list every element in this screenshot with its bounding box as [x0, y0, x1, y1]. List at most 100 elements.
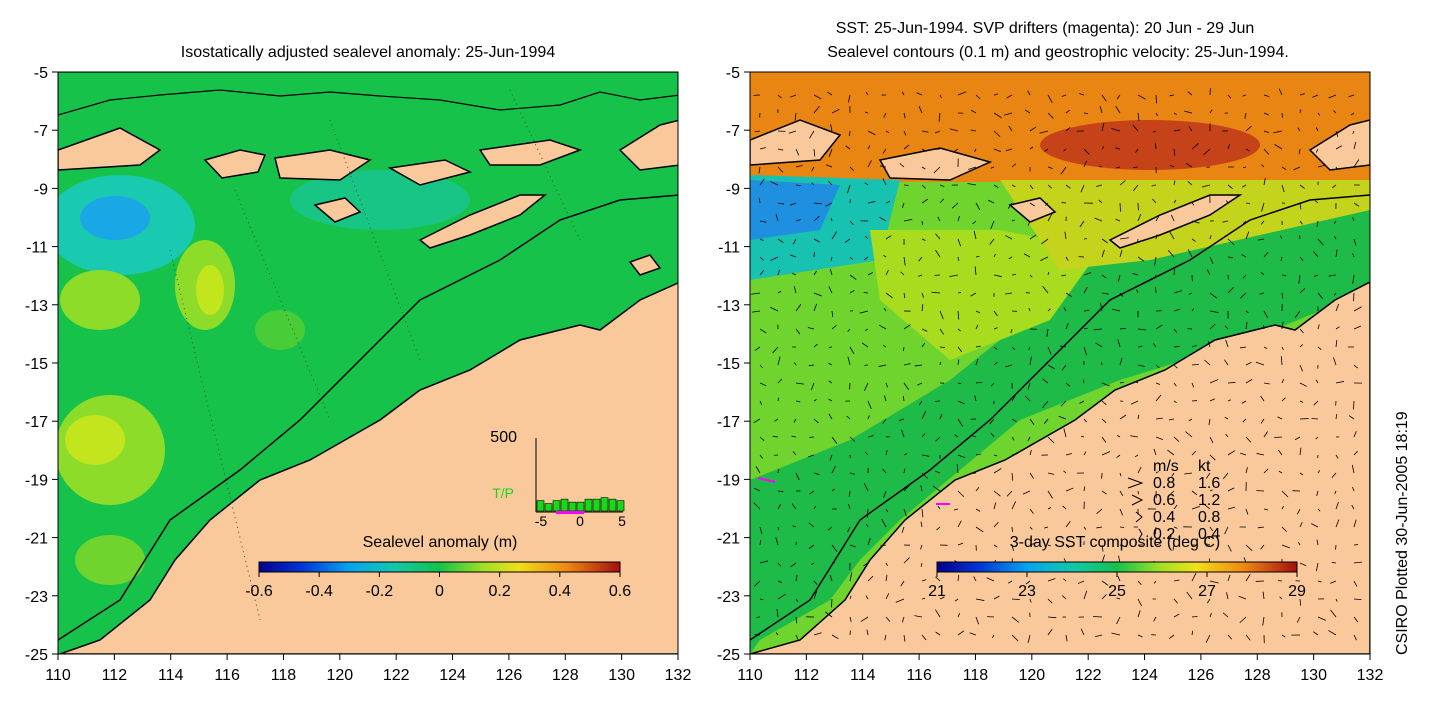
velocity-arrow: [885, 130, 890, 134]
velocity-arrow: [1173, 364, 1178, 369]
svp-drifter-track: [757, 477, 776, 483]
velocity-arrow: [1335, 130, 1339, 137]
velocity-arrow: [1137, 213, 1142, 222]
velocity-arrow: [1083, 112, 1088, 114]
velocity-arrow: [1281, 112, 1283, 118]
sst-colorbar: [936, 561, 1298, 573]
velocity-arrow: [807, 327, 815, 330]
velocity-arrow: [1281, 274, 1287, 277]
velocity-arrow: [1316, 539, 1319, 546]
x-tick-label: 128: [552, 667, 579, 684]
velocity-arrow: [847, 328, 851, 332]
anomaly-lime-patch: [60, 270, 140, 330]
velocity-arrow: [1029, 598, 1032, 603]
x-tick-label: 118: [963, 667, 989, 684]
velocity-arrow: [1281, 379, 1285, 384]
velocity-arrow: [1299, 288, 1306, 294]
velocity-arrow: [829, 574, 833, 582]
velocity-arrow: [827, 91, 833, 96]
velocity-arrow: [777, 94, 782, 99]
velocity-arrow: [1029, 184, 1034, 190]
velocity-arrow: [759, 178, 765, 186]
velocity-arrow: [1101, 451, 1111, 456]
velocity-arrow: [1047, 578, 1056, 582]
velocity-arrow: [989, 238, 995, 245]
velocity-arrow: [777, 202, 784, 205]
velocity-arrow: [777, 166, 784, 173]
velocity-arrow: [1280, 256, 1283, 261]
velocity-arrow: [1061, 595, 1067, 600]
velocity-arrow: [1261, 164, 1265, 168]
velocity-arrow: [1137, 364, 1145, 367]
velocity-arrow: [830, 256, 833, 261]
velocity-arrow: [794, 362, 797, 366]
velocity-arrow: [1083, 346, 1087, 356]
velocity-arrow: [1039, 130, 1049, 134]
velocity-arrow: [880, 544, 887, 547]
velocity-arrow: [921, 198, 929, 204]
velocity-arrow: [811, 166, 815, 172]
x-tick-label: 110: [45, 667, 71, 684]
velocity-arrow: [1173, 526, 1178, 529]
velocity-arrow: [777, 593, 786, 600]
velocity-arrow: [903, 218, 913, 222]
australia-land: [59, 282, 678, 654]
velocity-arrow: [1245, 379, 1253, 384]
velocity-arrow: [828, 180, 833, 186]
velocity-arrow: [1029, 542, 1037, 546]
velocity-arrow: [1041, 238, 1049, 245]
velocity-arrow: [777, 562, 782, 567]
velocity-arrow: [957, 359, 960, 366]
velocity-arrow: [1155, 364, 1160, 369]
velocity-arrow: [759, 454, 763, 459]
velocity-arrow: [903, 324, 911, 330]
y-tick-label: -17: [717, 414, 740, 431]
velocity-arrow: [1335, 145, 1343, 150]
velocity-arrow: [1334, 236, 1337, 240]
velocity-arrow: [1101, 490, 1107, 495]
velocity-arrow: [1294, 436, 1301, 441]
velocity-arrow: [1047, 364, 1055, 370]
velocity-arrow: [1044, 148, 1049, 152]
velocity-arrow: [903, 256, 906, 266]
velocity-arrow: [1317, 508, 1321, 512]
velocity-arrow: [1005, 148, 1013, 152]
sst-yellow-patch: [870, 230, 1100, 360]
velocity-arrow: [1119, 292, 1124, 297]
velocity-arrow: [1047, 94, 1053, 104]
velocity-arrow: [792, 525, 797, 528]
velocity-arrow: [1047, 507, 1052, 510]
velocity-arrow: [1331, 184, 1337, 189]
velocity-arrow: [1043, 418, 1049, 425]
velocity-arrow: [939, 361, 942, 366]
velocity-arrow: [752, 310, 761, 313]
velocity-arrow: [1298, 274, 1301, 284]
velocity-arrow: [1029, 234, 1037, 240]
sumba-land: [313, 197, 362, 223]
velocity-arrow: [1278, 88, 1283, 96]
velocity-arrow: [1259, 292, 1265, 295]
colorbar-tick-label: -0.2: [366, 583, 394, 600]
velocity-arrow: [1167, 250, 1175, 258]
velocity-arrow: [1317, 292, 1324, 300]
velocity-arrow: [1101, 544, 1104, 552]
velocity-arrow: [1155, 214, 1161, 222]
velocity-arrow: [1061, 94, 1067, 97]
velocity-arrow: [1281, 544, 1290, 549]
velocity-arrow: [777, 580, 783, 583]
velocity-arrow: [770, 306, 779, 312]
velocity-arrow: [1353, 238, 1357, 246]
velocity-arrow: [1155, 417, 1163, 420]
velocity-arrow: [759, 598, 764, 601]
velocity-arrow: [1314, 274, 1319, 277]
velocity-arrow: [1188, 418, 1193, 422]
velocity-arrow: [1316, 490, 1319, 496]
velocity-arrow: [903, 557, 910, 564]
velocity-arrow: [1281, 292, 1284, 299]
velocity-arrow: [921, 220, 923, 226]
velocity-arrow: [1239, 616, 1247, 624]
velocity-arrow: [901, 91, 905, 96]
velocity-arrow: [1046, 328, 1049, 337]
right-colorbar-ticks: 21 23 25 27 29: [928, 572, 1306, 600]
legend-arrow-icon: [1131, 494, 1144, 506]
